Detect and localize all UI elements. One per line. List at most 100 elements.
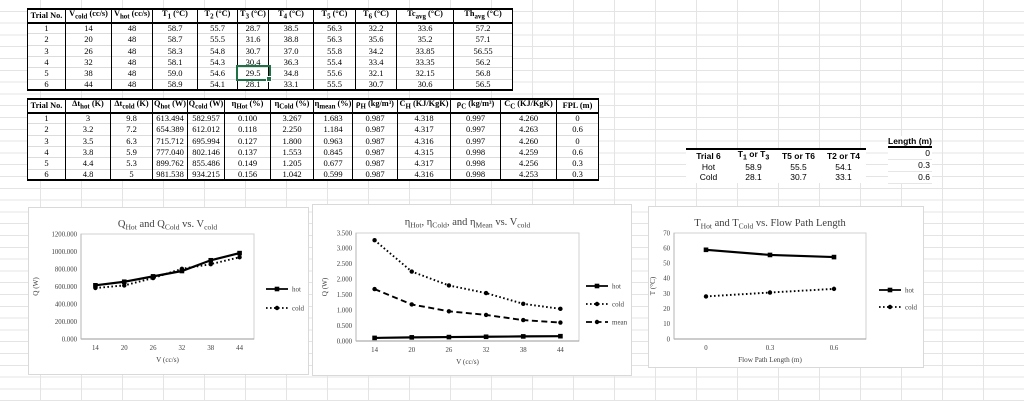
cell[interactable]: 35.6: [355, 33, 397, 46]
cell[interactable]: 4.318: [397, 112, 451, 124]
cell[interactable]: 3.2: [65, 123, 111, 136]
cell[interactable]: 0.997: [450, 123, 501, 136]
cell[interactable]: 4.317: [397, 123, 451, 136]
cell[interactable]: 5.9: [110, 145, 153, 158]
cell[interactable]: 612.012: [187, 123, 225, 136]
length-value-cell[interactable]: 0: [888, 148, 932, 160]
cell[interactable]: 4.316: [397, 134, 451, 147]
cell[interactable]: 6: [27, 78, 66, 91]
cell[interactable]: 4.260: [500, 112, 557, 124]
cell[interactable]: 582.957: [187, 112, 225, 124]
cell[interactable]: 48: [111, 67, 153, 80]
cell[interactable]: 32.1: [355, 67, 397, 80]
cell[interactable]: 0.987: [352, 145, 398, 158]
cell[interactable]: 34.2: [355, 44, 397, 57]
cell[interactable]: 4: [27, 145, 66, 158]
column-header[interactable]: Thavg (°C): [453, 9, 513, 23]
column-header[interactable]: CH (KJ/KgK): [397, 99, 451, 113]
cell[interactable]: 0.987: [352, 157, 398, 170]
temperature-table[interactable]: Trial No. Vcold (cc/s) Vhot (cc/s) T1 (°C) T…: [27, 8, 513, 92]
cell[interactable]: 3: [27, 134, 66, 147]
cell[interactable]: 0.998: [450, 157, 501, 170]
cell[interactable]: Cold: [699, 172, 718, 183]
cell[interactable]: 54.1: [835, 161, 852, 172]
cell[interactable]: 28.1: [745, 172, 762, 183]
cell[interactable]: 0.997: [450, 112, 501, 124]
cell[interactable]: 31.6: [237, 33, 269, 46]
cell[interactable]: 0.3: [556, 157, 599, 170]
cell[interactable]: 899.762: [152, 157, 188, 170]
cell[interactable]: 3.267: [270, 112, 314, 124]
cell[interactable]: 695.994: [187, 134, 225, 147]
cell[interactable]: 55.4: [313, 55, 356, 68]
cell[interactable]: 9.8: [110, 112, 153, 124]
length-value-cell[interactable]: 0.3: [888, 160, 932, 172]
cell[interactable]: 5: [27, 67, 66, 80]
cell[interactable]: 4.317: [397, 157, 451, 170]
column-header[interactable]: Qcold (W): [187, 99, 225, 113]
cell[interactable]: 0.6: [556, 123, 599, 136]
cell[interactable]: 0.987: [352, 123, 398, 136]
cell[interactable]: 715.712: [152, 134, 188, 147]
cell[interactable]: 55.5: [313, 78, 356, 91]
cell[interactable]: 981.538: [152, 168, 188, 181]
cell[interactable]: 33.1: [835, 172, 852, 183]
cell[interactable]: 30.6: [396, 78, 454, 91]
cell[interactable]: 1.683: [313, 112, 353, 124]
cell[interactable]: 30.7: [355, 78, 397, 91]
cell[interactable]: 6.3: [110, 134, 153, 147]
cell[interactable]: 33.4: [355, 55, 397, 68]
cell[interactable]: 55.6: [313, 67, 356, 80]
cell[interactable]: 58.7: [152, 33, 198, 46]
column-header[interactable]: T4 (°C): [268, 9, 314, 23]
column-header[interactable]: T5 or T6: [781, 150, 816, 161]
cell[interactable]: 58.7: [152, 22, 198, 34]
cell[interactable]: 4.263: [500, 123, 557, 136]
cell[interactable]: 48: [111, 55, 153, 68]
cell[interactable]: 56.5: [453, 78, 513, 91]
cell[interactable]: 0.156: [224, 168, 271, 181]
cell[interactable]: 56.2: [453, 55, 513, 68]
cell[interactable]: 654.389: [152, 123, 188, 136]
cell[interactable]: 38.8: [268, 33, 314, 46]
column-header[interactable]: ρC (kg/m³): [450, 99, 501, 113]
cell[interactable]: 0: [556, 112, 599, 124]
cell[interactable]: 56.8: [453, 67, 513, 80]
cell[interactable]: 2.250: [270, 123, 314, 136]
column-header[interactable]: Tcavg (°C): [396, 9, 454, 23]
cell[interactable]: 2: [27, 123, 66, 136]
column-header[interactable]: T2 (°C): [197, 9, 238, 23]
column-header[interactable]: Trial 6: [696, 150, 721, 161]
cell[interactable]: 0: [556, 134, 599, 147]
cell[interactable]: 20: [65, 33, 112, 46]
column-header[interactable]: T3 (°C): [237, 9, 269, 23]
cell[interactable]: 802.146: [187, 145, 225, 158]
cell[interactable]: 28.7: [237, 22, 269, 34]
cell[interactable]: 4.315: [397, 145, 451, 158]
cell[interactable]: 855.486: [187, 157, 225, 170]
column-header[interactable]: Δtcold (K): [110, 99, 153, 113]
cell[interactable]: 0.997: [450, 134, 501, 147]
column-header[interactable]: T1 or T3: [737, 149, 770, 162]
cell[interactable]: 1.800: [270, 134, 314, 147]
cell[interactable]: 3: [65, 112, 111, 124]
cell[interactable]: 38: [65, 67, 112, 80]
cell[interactable]: 0.677: [313, 157, 353, 170]
fill-handle[interactable]: [266, 76, 272, 82]
cell[interactable]: 5: [27, 157, 66, 170]
cell[interactable]: 54.1: [197, 78, 238, 91]
column-header[interactable]: ρH (kg/m³): [352, 99, 398, 113]
cell[interactable]: 34.8: [268, 67, 314, 80]
cell[interactable]: 0.100: [224, 112, 271, 124]
cell[interactable]: 5: [110, 168, 153, 181]
cell[interactable]: 0.987: [352, 168, 398, 181]
cell[interactable]: 0.998: [450, 168, 501, 181]
column-header[interactable]: Vcold (cc/s): [65, 9, 112, 23]
cell[interactable]: 48: [111, 33, 153, 46]
cell[interactable]: 4: [27, 55, 66, 68]
cell[interactable]: Hot: [701, 161, 716, 172]
cell[interactable]: 48: [111, 78, 153, 91]
column-header[interactable]: ηmean (%): [313, 99, 353, 113]
column-header[interactable]: Δthot (K): [65, 99, 111, 113]
cell[interactable]: 1.205: [270, 157, 314, 170]
